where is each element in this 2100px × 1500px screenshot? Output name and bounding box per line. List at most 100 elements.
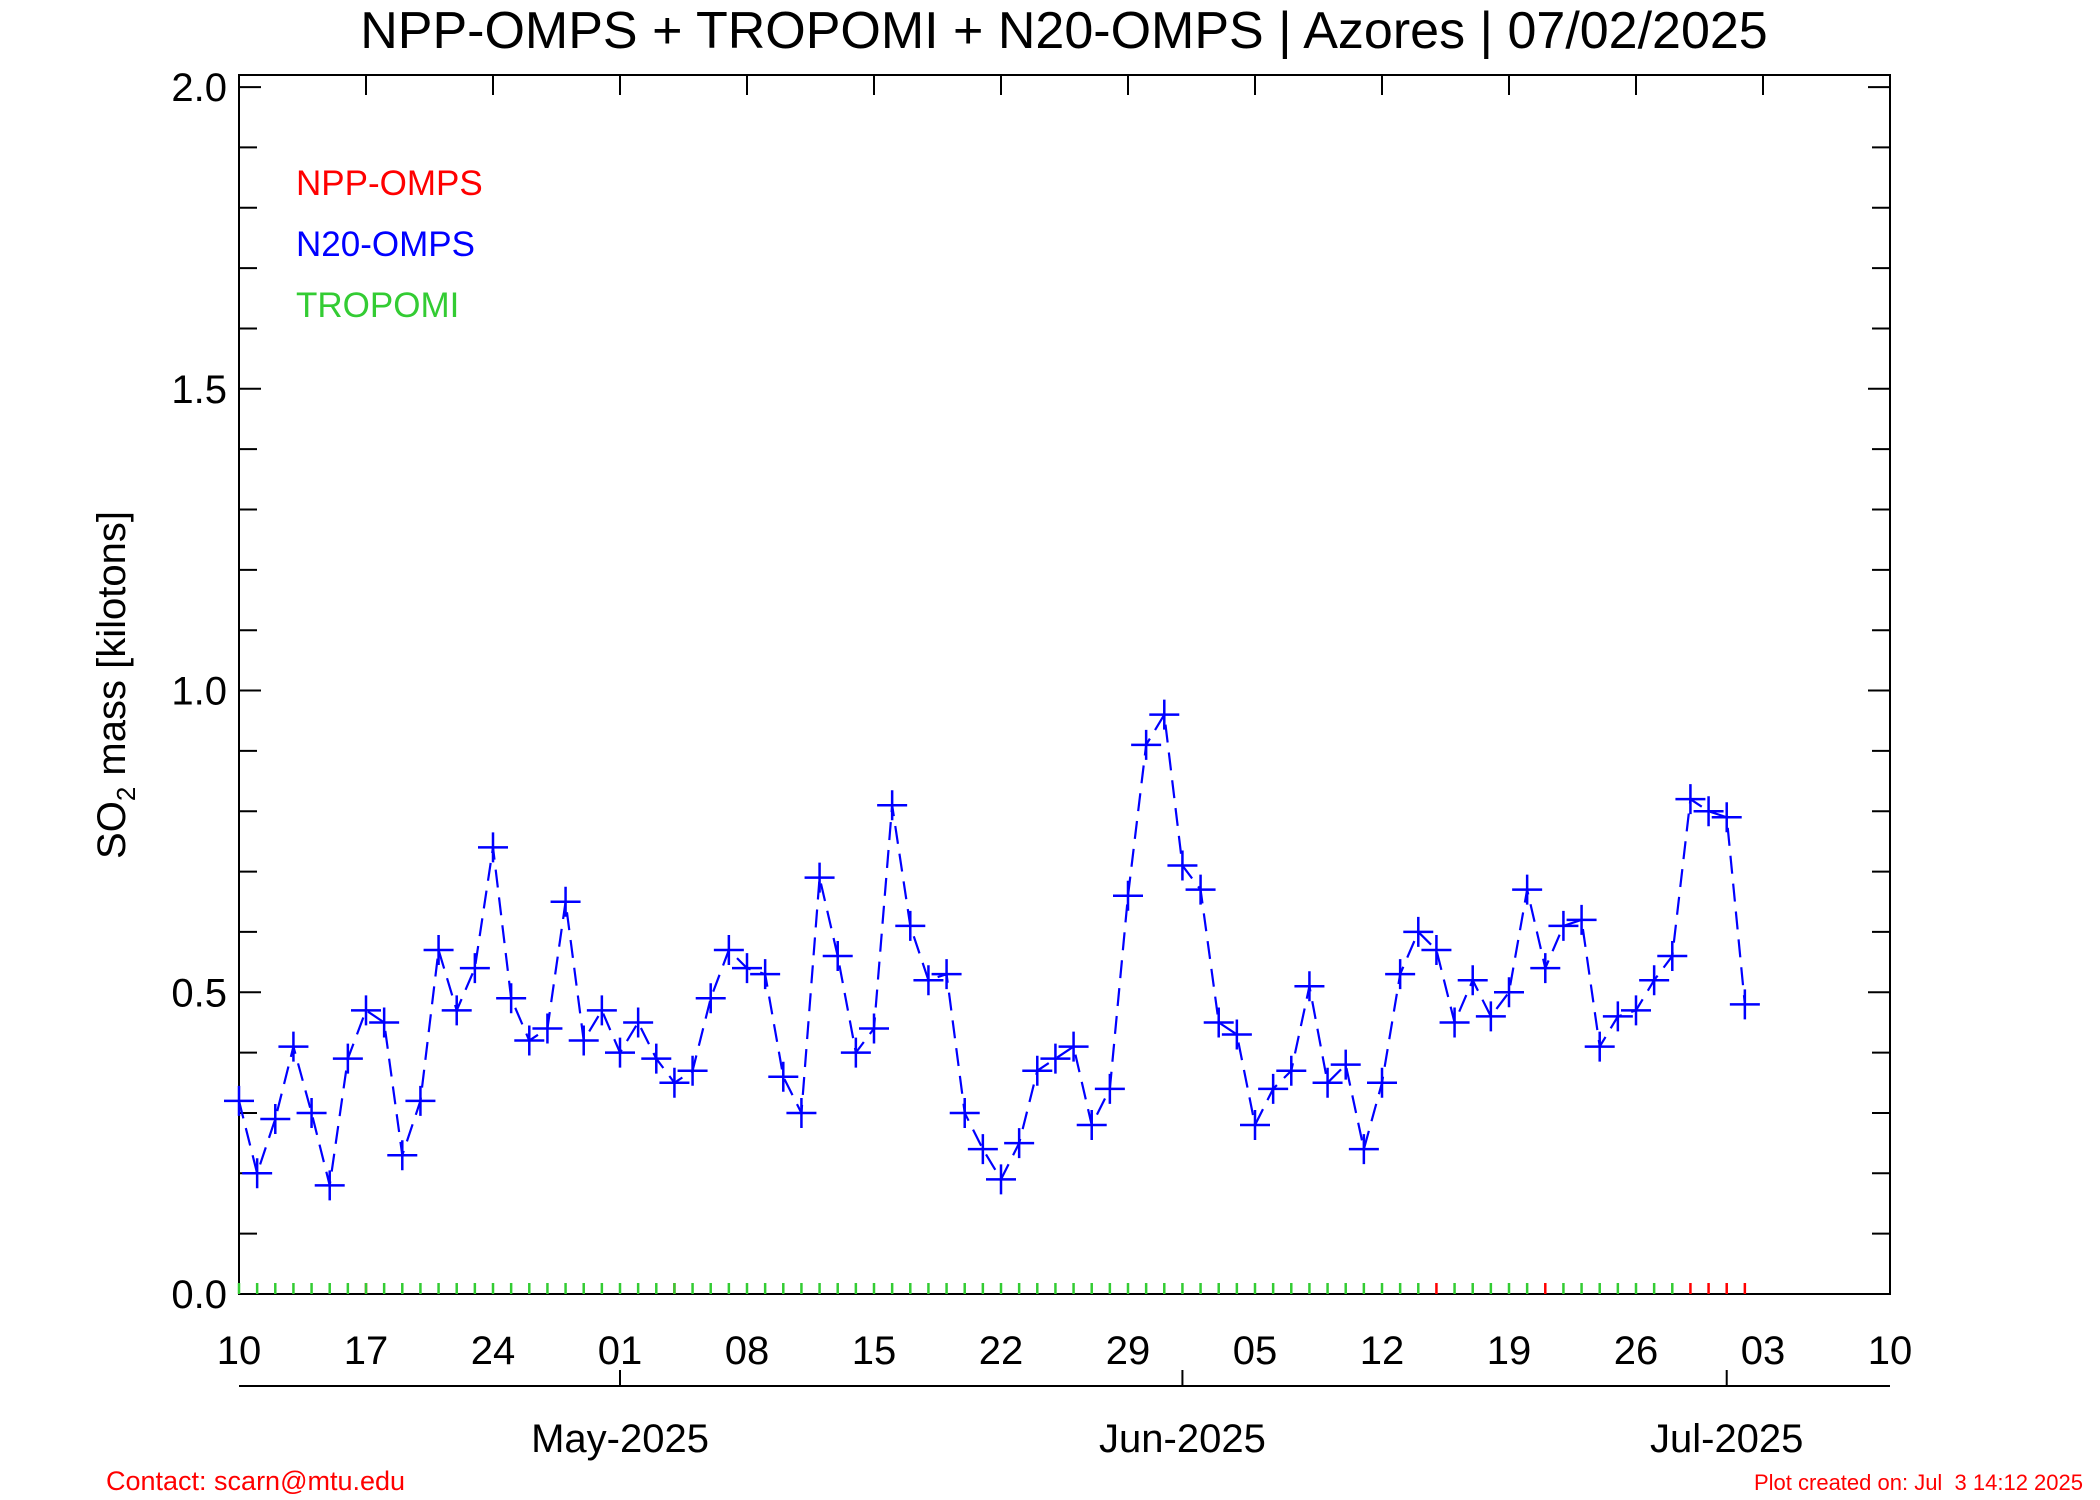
point-marker xyxy=(478,832,508,863)
created-note: Plot created on: Jul 3 14:12 2025 xyxy=(1754,1470,2083,1495)
point-marker xyxy=(732,953,762,984)
point-marker xyxy=(1022,1055,1053,1086)
point-marker xyxy=(532,1013,563,1044)
point-marker xyxy=(1548,910,1579,941)
point-marker xyxy=(1131,729,1162,760)
x-tick-label: 22 xyxy=(979,1329,1024,1373)
x-tick-label: 08 xyxy=(725,1329,770,1373)
point-marker xyxy=(1276,1055,1307,1086)
x-tick-label: 17 xyxy=(344,1329,389,1373)
legend-entry: TROPOMI xyxy=(296,286,459,325)
point-marker xyxy=(677,1055,708,1086)
y-tick-label: 2.0 xyxy=(171,66,227,110)
point-marker xyxy=(750,959,781,990)
plot-frame xyxy=(238,74,1891,1295)
point-marker xyxy=(949,1097,980,1128)
legend-entry: NPP-OMPS xyxy=(296,164,483,203)
point-marker xyxy=(459,953,490,984)
point-marker xyxy=(550,886,581,917)
x-tick-label: 01 xyxy=(598,1329,643,1373)
y-label-subscript: 2 xyxy=(111,787,141,801)
point-marker xyxy=(1494,977,1524,1008)
point-marker xyxy=(1294,971,1325,1002)
x-tick-label: 29 xyxy=(1106,1329,1151,1373)
point-marker xyxy=(496,983,527,1014)
x-tick-label: 24 xyxy=(471,1329,516,1373)
point-marker xyxy=(441,995,472,1026)
point-marker xyxy=(822,941,853,972)
point-marker xyxy=(931,959,962,990)
x-tick-label: 19 xyxy=(1487,1329,1532,1373)
point-marker xyxy=(859,1013,889,1044)
point-marker xyxy=(1403,916,1434,947)
point-marker xyxy=(1149,699,1180,730)
legend-entry: N20-OMPS xyxy=(296,225,475,264)
point-marker xyxy=(1729,989,1760,1020)
point-marker xyxy=(332,1043,363,1074)
point-marker xyxy=(568,1025,599,1056)
point-marker xyxy=(1512,874,1543,905)
y-tick-label: 0.5 xyxy=(171,971,227,1015)
x-tick-label: 15 xyxy=(852,1329,897,1373)
point-marker xyxy=(423,935,454,966)
y-label-main: SO xyxy=(90,801,134,859)
point-marker xyxy=(1040,1043,1071,1074)
point-marker xyxy=(1185,874,1216,905)
point-marker xyxy=(1221,1019,1252,1050)
point-marker xyxy=(387,1140,418,1171)
point-marker xyxy=(278,1031,309,1062)
month-label: May-2025 xyxy=(531,1417,709,1461)
point-marker xyxy=(296,1097,327,1128)
point-marker xyxy=(1566,904,1597,935)
point-marker xyxy=(768,1061,799,1092)
point-marker xyxy=(967,1134,998,1165)
point-marker xyxy=(369,1007,400,1038)
point-marker xyxy=(713,935,744,966)
point-marker xyxy=(1675,784,1706,815)
point-marker xyxy=(1657,941,1688,972)
point-marker xyxy=(1167,850,1198,881)
x-tick-label: 12 xyxy=(1360,1329,1405,1373)
point-marker xyxy=(1621,995,1651,1026)
point-marker xyxy=(641,1043,672,1074)
point-marker xyxy=(1439,1007,1470,1038)
point-marker xyxy=(586,995,617,1026)
point-marker xyxy=(1584,1031,1615,1062)
point-marker xyxy=(1457,965,1488,996)
x-tick-label: 03 xyxy=(1741,1329,1786,1373)
point-marker xyxy=(695,983,726,1014)
month-label: Jul-2025 xyxy=(1650,1417,1803,1461)
point-marker xyxy=(1348,1134,1379,1165)
point-marker xyxy=(1693,796,1724,827)
point-marker xyxy=(1094,1073,1125,1104)
point-marker xyxy=(1312,1067,1343,1098)
y-tick-label: 1.5 xyxy=(171,368,227,412)
point-marker xyxy=(1475,1001,1506,1032)
point-marker xyxy=(1076,1110,1107,1141)
point-marker xyxy=(1258,1073,1289,1104)
chart-title: NPP-OMPS + TROPOMI + N20-OMPS | Azores |… xyxy=(360,2,1767,60)
y-axis-label: SO2 mass [kilotons] xyxy=(90,511,141,859)
point-marker xyxy=(1004,1128,1035,1159)
point-marker xyxy=(1421,935,1452,966)
point-marker xyxy=(1203,1007,1234,1038)
x-tick-label: 10 xyxy=(217,1329,262,1373)
point-marker xyxy=(804,862,835,893)
y-label-rest: mass [kilotons] xyxy=(90,511,134,787)
point-marker xyxy=(1113,880,1143,911)
point-marker xyxy=(314,1170,345,1201)
point-marker xyxy=(260,1103,291,1134)
point-marker xyxy=(1639,965,1670,996)
month-label: Jun-2025 xyxy=(1099,1417,1266,1461)
x-tick-label: 26 xyxy=(1614,1329,1659,1373)
point-marker xyxy=(242,1158,273,1189)
y-tick-label: 0.0 xyxy=(171,1273,227,1317)
point-marker xyxy=(605,1037,635,1068)
point-marker xyxy=(1240,1110,1270,1141)
point-marker xyxy=(224,1085,254,1116)
x-tick-label: 05 xyxy=(1233,1329,1278,1373)
contact: Contact: scarn@mtu.edu xyxy=(106,1466,405,1496)
point-marker xyxy=(623,1007,654,1038)
y-tick-label: 1.0 xyxy=(171,670,227,714)
